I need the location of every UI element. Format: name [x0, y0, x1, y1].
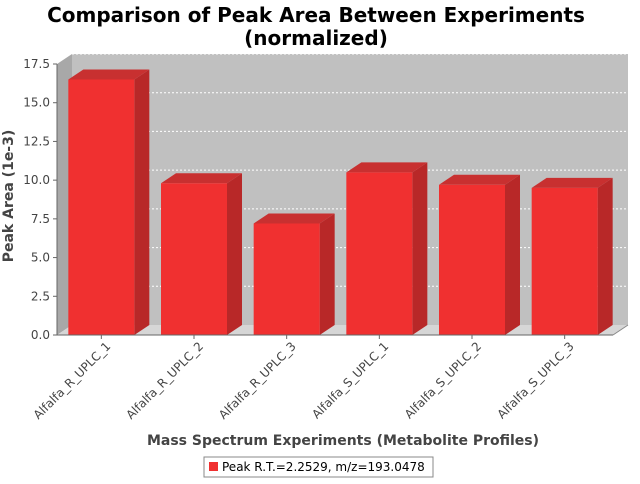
- bar: [531, 187, 598, 335]
- y-tick-label: 5.0: [31, 251, 50, 265]
- plot-area: 0.0 2.5 5.0 7.5 10.0 12.5 15.0 17.5 Alfalfa_R_UP…: [23, 53, 629, 422]
- bar-side: [597, 177, 613, 335]
- x-axis-label: Mass Spectrum Experiments (Metabolite Pr…: [147, 433, 539, 449]
- y-tick-label: 15.0: [23, 96, 50, 110]
- x-tick-label: Alfalfa_S_UPLC_3: [494, 339, 576, 421]
- bar-top: [531, 177, 613, 188]
- bar-side: [412, 162, 428, 335]
- y-tick-label: 0.0: [31, 328, 50, 342]
- bar: [346, 172, 413, 335]
- y-tick-label: 12.5: [23, 134, 50, 148]
- y-tick-label: 17.5: [23, 57, 50, 71]
- y-axis-label: Peak Area (1e-3): [1, 130, 17, 263]
- x-tick-label: Alfalfa_R_UPLC_1: [31, 339, 114, 422]
- bar-top: [161, 173, 242, 184]
- bar-side: [505, 174, 520, 335]
- bar-side: [227, 173, 242, 335]
- x-tick-label: Alfalfa_S_UPLC_2: [402, 339, 484, 421]
- legend-swatch: [209, 462, 218, 471]
- bar: [439, 184, 505, 335]
- legend-label: Peak R.T.=2.2529, m/z=193.0478: [222, 460, 425, 474]
- bar-side: [134, 69, 150, 335]
- legend: Peak R.T.=2.2529, m/z=193.0478: [203, 456, 434, 478]
- bar: [161, 183, 227, 335]
- bar: [68, 79, 135, 335]
- x-tick-label: Alfalfa_R_UPLC_2: [123, 339, 206, 422]
- bar-top: [253, 213, 335, 224]
- x-tick-label: Alfalfa_R_UPLC_3: [216, 339, 299, 422]
- chart-subtitle: (normalized): [244, 26, 388, 50]
- legend-box: [203, 456, 434, 478]
- y-tick-label: 7.5: [31, 212, 50, 226]
- chart-title: Comparison of Peak Area Between Experime…: [47, 3, 585, 27]
- bar-top: [346, 162, 428, 173]
- bar: [253, 223, 320, 335]
- y-tick-label: 2.5: [31, 289, 50, 303]
- plot-left-wall: [57, 54, 72, 335]
- bar-side: [319, 213, 335, 335]
- bar-top: [68, 69, 150, 80]
- y-tick-label: 10.0: [23, 173, 50, 187]
- x-tick-label: Alfalfa_S_UPLC_1: [309, 339, 391, 421]
- bar-top: [439, 174, 520, 185]
- x-axis-depth-line: [612, 324, 629, 336]
